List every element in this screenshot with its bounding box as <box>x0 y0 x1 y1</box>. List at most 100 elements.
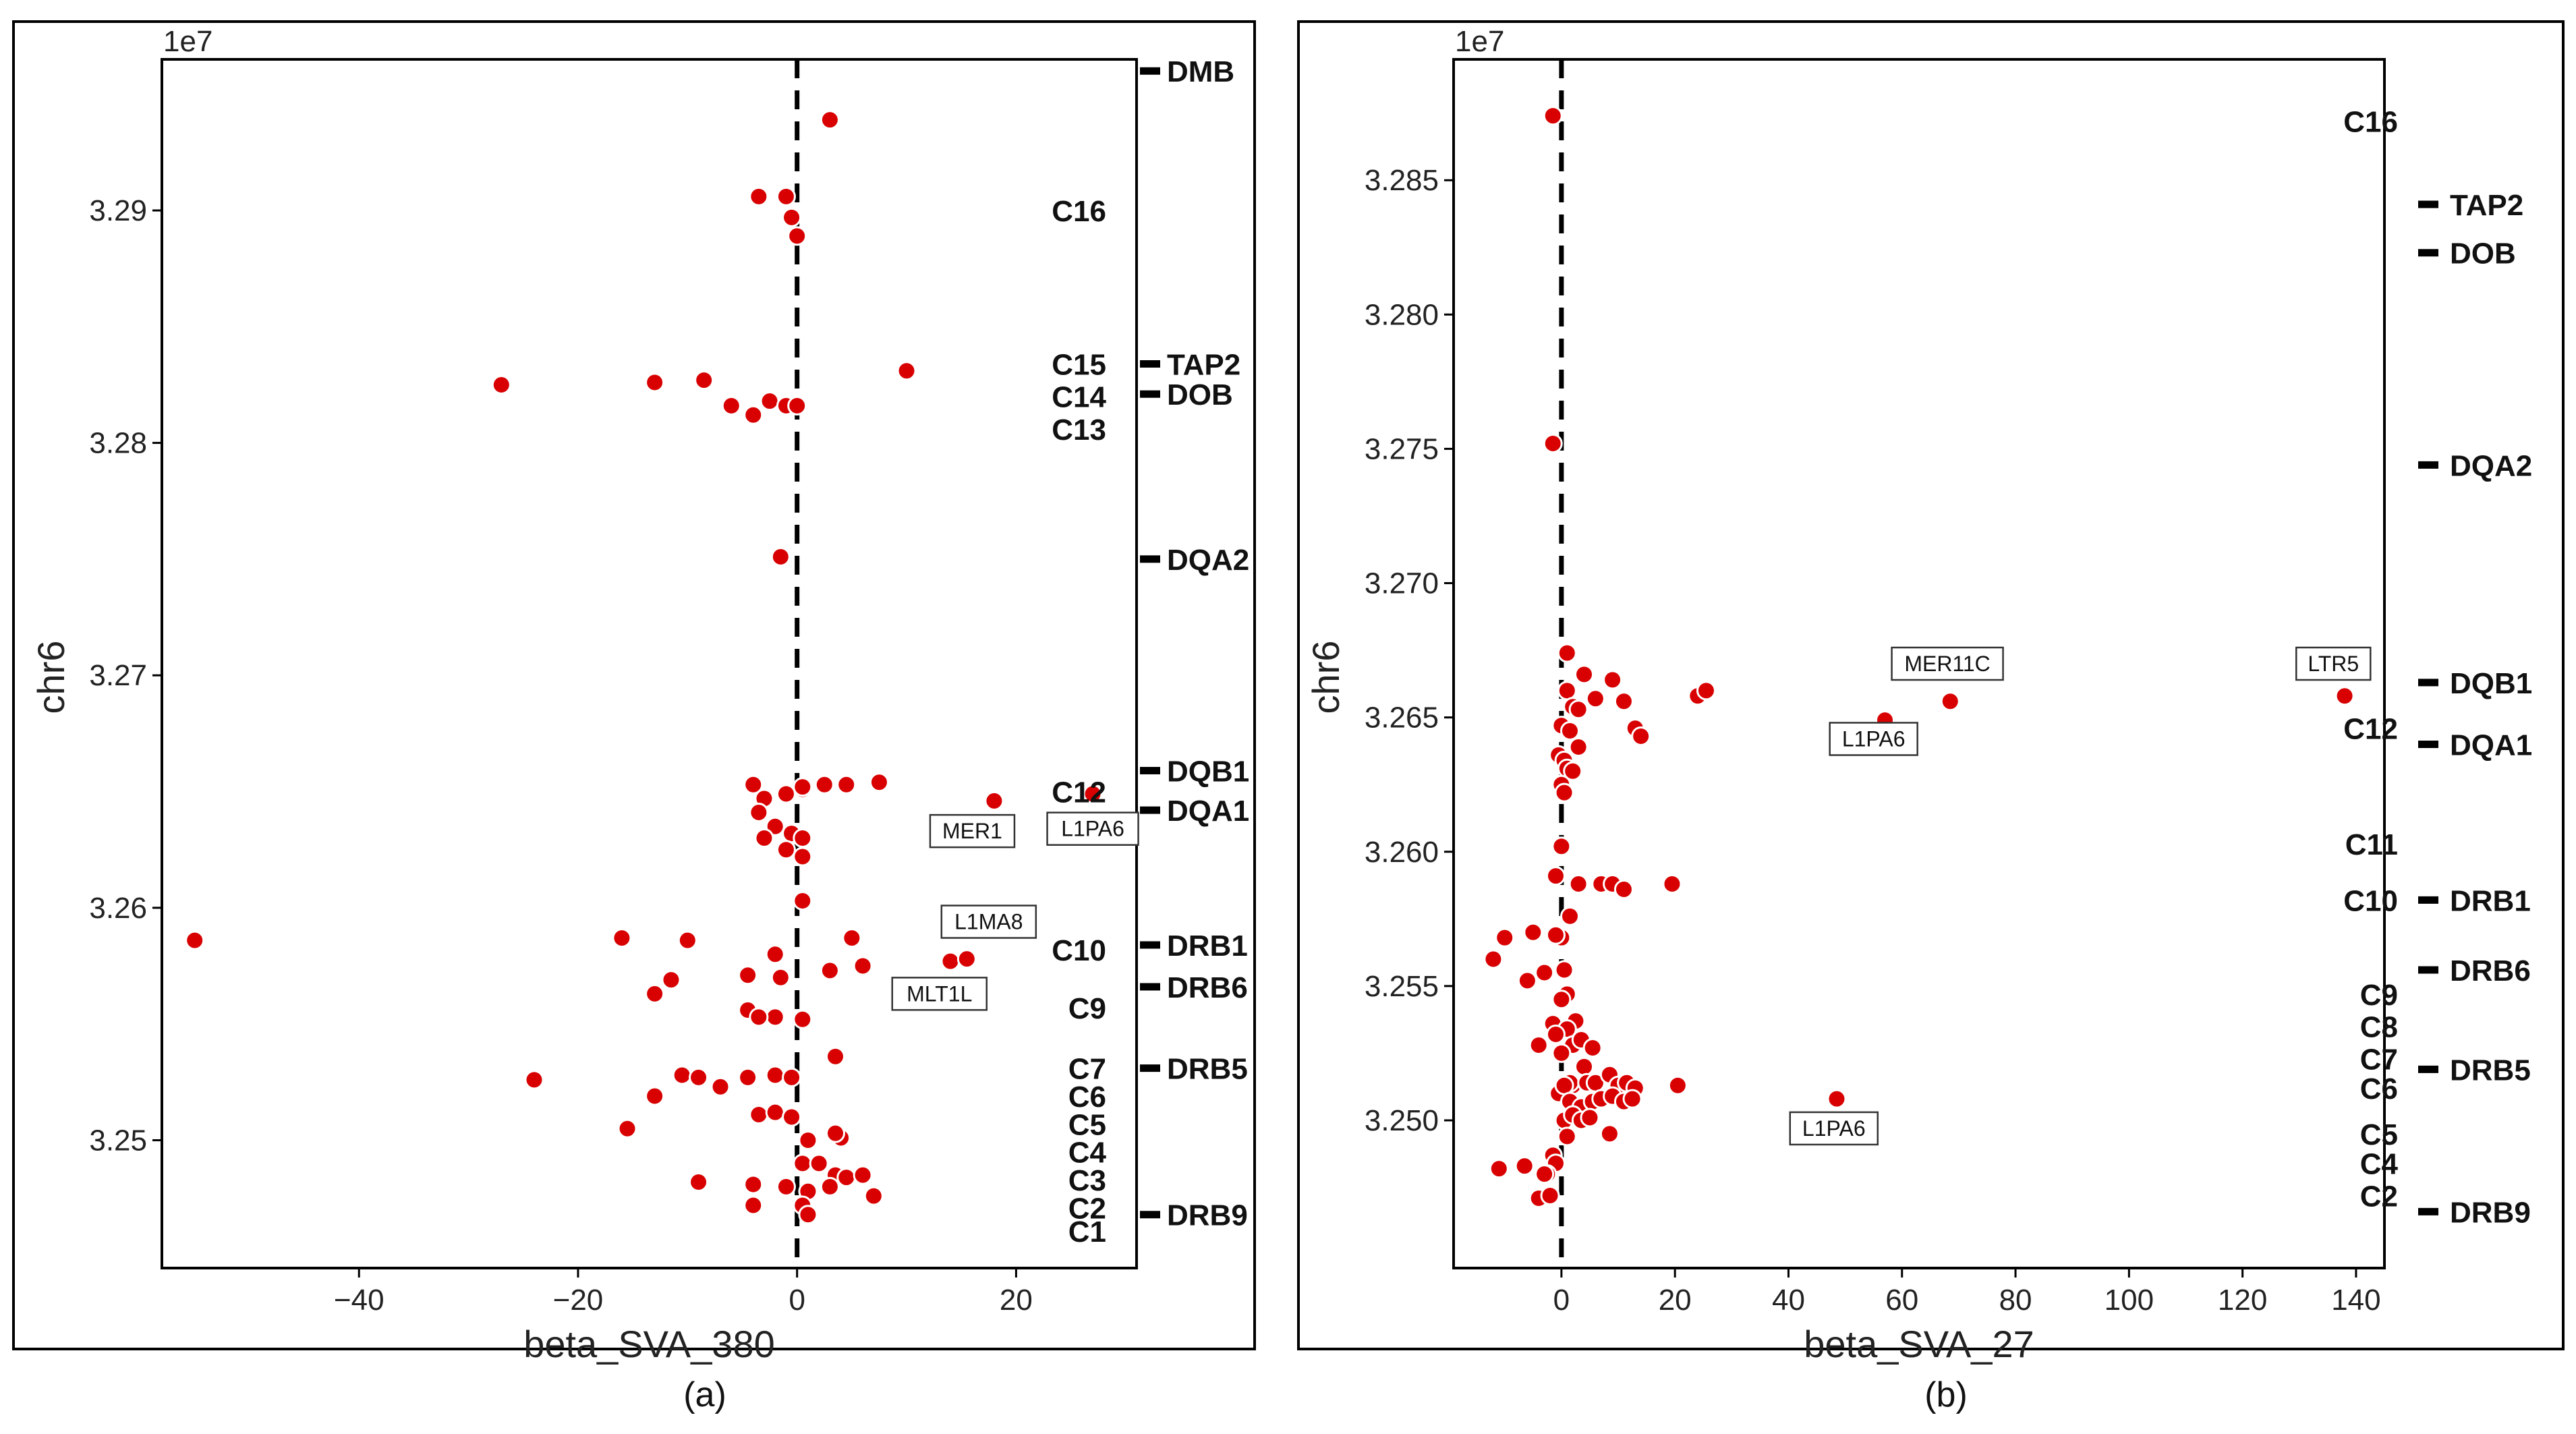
data-point <box>869 772 889 793</box>
annotation-label: MER1 <box>942 819 1002 843</box>
y-tick-label: 3.250 <box>1365 1104 1439 1137</box>
data-point <box>1940 691 1960 712</box>
x-tick-label: 60 <box>1885 1284 1918 1317</box>
data-point <box>1585 689 1605 709</box>
data-point <box>749 186 769 206</box>
data-point <box>820 960 840 981</box>
annotation-label: L1PA6 <box>1842 727 1906 751</box>
data-point <box>1557 1126 1577 1147</box>
data-point <box>793 777 813 797</box>
data-point <box>1574 1056 1595 1077</box>
data-point <box>776 186 796 206</box>
y-tick-label: 3.285 <box>1365 164 1439 197</box>
data-point <box>694 370 714 391</box>
y-tick-label: 3.280 <box>1365 298 1439 331</box>
data-point <box>1582 1037 1603 1058</box>
cluster-label: C6 <box>1068 1081 1106 1114</box>
y-tick-label: 3.28 <box>89 427 147 460</box>
annotation-label: LTR5 <box>2308 652 2359 676</box>
annotation-box <box>1891 646 2004 681</box>
x-tick-label: 0 <box>789 1284 805 1317</box>
gene-label: DRB5 <box>2450 1054 2531 1087</box>
cluster-label: C2 <box>2360 1180 2398 1213</box>
data-point <box>814 774 834 795</box>
cluster-label: C5 <box>1068 1108 1106 1141</box>
data-point <box>793 1153 813 1174</box>
data-point <box>798 1130 818 1150</box>
annotation-label: MLT1L <box>907 981 972 1006</box>
panel-frame <box>1297 20 2565 1350</box>
gene-label: DRB5 <box>1167 1053 1248 1086</box>
data-point <box>645 372 665 393</box>
data-point <box>787 395 807 415</box>
data-point <box>1554 960 1574 980</box>
data-point <box>749 1007 769 1027</box>
cluster-label: C2 <box>1068 1192 1106 1225</box>
annotation-box <box>891 977 988 1011</box>
annotation-box <box>929 813 1016 849</box>
y-tick-label: 3.265 <box>1365 701 1439 735</box>
data-point <box>749 1105 769 1125</box>
data-point <box>1545 1025 1566 1045</box>
data-point <box>1599 1124 1620 1144</box>
x-tick-label: 120 <box>2218 1284 2267 1317</box>
x-tick-label: −40 <box>334 1284 384 1317</box>
gene-label: DQA1 <box>1167 795 1249 828</box>
data-point <box>1495 927 1515 948</box>
data-point <box>896 361 917 381</box>
cluster-label: C3 <box>1068 1164 1106 1197</box>
data-point <box>1545 866 1566 886</box>
panel-caption: (b) <box>1924 1375 1968 1414</box>
data-point <box>749 803 769 823</box>
data-point <box>793 847 813 867</box>
data-point <box>1540 1185 1560 1205</box>
data-point <box>787 226 807 246</box>
y-offset-label: 1e7 <box>1455 25 1504 58</box>
data-point <box>1523 922 1543 942</box>
panel-b: 0 20 40 60 80 100 120 140 3.250 3.255 3.260 3.265 3.… <box>1297 20 2565 1414</box>
data-point <box>765 1102 785 1122</box>
annotation-label: L1PA6 <box>1802 1116 1866 1141</box>
data-point <box>984 791 1004 811</box>
y-axis-title: chr6 <box>1305 641 1347 714</box>
cluster-label: C15 <box>1052 348 1106 381</box>
data-point <box>710 1077 731 1097</box>
data-point <box>1483 949 1504 969</box>
x-tick-label: 100 <box>2105 1284 2154 1317</box>
y-tick-label: 3.25 <box>89 1124 147 1157</box>
annotation-box <box>1046 811 1139 846</box>
annotation-box <box>940 905 1037 939</box>
cluster-label: C14 <box>1052 381 1106 414</box>
data-point <box>820 110 840 130</box>
annotation-label: L1MA8 <box>954 910 1023 934</box>
cluster-label: C10 <box>1052 934 1106 967</box>
data-point <box>1551 836 1572 857</box>
data-point <box>1557 643 1577 663</box>
annotation-label: MER11C <box>1904 652 1990 676</box>
data-point <box>1622 1089 1642 1109</box>
data-point <box>770 967 791 987</box>
data-point <box>185 930 205 950</box>
data-point <box>765 1007 785 1027</box>
plot-area <box>1452 58 2386 1269</box>
data-point <box>956 949 977 969</box>
data-point <box>645 983 665 1004</box>
data-point <box>743 1174 764 1195</box>
data-point <box>1554 782 1574 803</box>
gene-label: DRB9 <box>2450 1196 2531 1229</box>
data-point <box>770 546 791 567</box>
data-point <box>738 1067 758 1087</box>
cluster-label: C1 <box>1068 1215 1106 1249</box>
data-point <box>826 1046 846 1066</box>
cluster-label: C7 <box>2360 1043 2398 1076</box>
x-axis-title: beta_SVA_380 <box>523 1323 775 1365</box>
data-point <box>1545 925 1566 945</box>
panel-frame <box>12 20 1256 1350</box>
cluster-label: C4 <box>2360 1148 2399 1181</box>
gene-label: DQA1 <box>2450 728 2532 762</box>
x-tick-label: 20 <box>1000 1284 1033 1317</box>
x-tick-label: 40 <box>1772 1284 1805 1317</box>
data-point <box>765 944 785 965</box>
cluster-label: C8 <box>2360 1011 2398 1044</box>
data-point <box>1603 670 1623 690</box>
